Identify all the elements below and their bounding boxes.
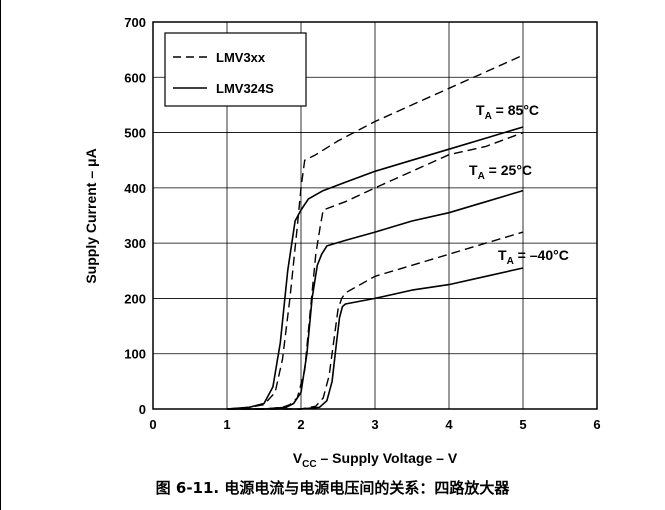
legend: LMV3xx LMV324S: [164, 32, 307, 107]
plot-frame: [152, 21, 598, 410]
series-line-lmv3xx-85-c: [226, 54, 524, 410]
x-tick-labels: 0 1 2 3 4 5 6: [149, 417, 600, 432]
x-tick-label: 0: [149, 417, 156, 432]
x-tick-label: 3: [371, 417, 378, 432]
annotation-85c: TA = 85°C: [476, 102, 539, 122]
y-tick-label: 600: [124, 70, 146, 85]
y-tick-label: 700: [124, 15, 146, 30]
y-tick-labels: 0 100 200 300 400 500 600 700: [124, 15, 146, 417]
x-tick-label: 5: [519, 417, 526, 432]
y-axis-label: Supply Current – μA: [83, 148, 99, 283]
legend-box: [164, 32, 307, 107]
figure-caption: 图 6-11. 电源电流与电源电压间的关系：四路放大器: [155, 479, 510, 497]
series-layer: [226, 54, 524, 410]
x-tick-label: 2: [297, 417, 304, 432]
y-tick-label: 500: [124, 126, 146, 141]
series-line-lmv3xx-25-c: [227, 131, 524, 410]
legend-label-lmv324s: LMV324S: [216, 81, 274, 96]
x-tick-label: 6: [593, 417, 600, 432]
series-line-lmv324s-85-c: [226, 126, 524, 410]
y-tick-label: 200: [124, 291, 146, 306]
annotation-25c: TA = 25°C: [469, 162, 532, 182]
x-tick-label: 4: [445, 417, 453, 432]
y-tick-label: 400: [124, 181, 146, 196]
x-tick-label: 1: [223, 417, 230, 432]
legend-label-lmv3xx: LMV3xx: [216, 50, 266, 65]
series-line-lmv324s-25-c: [227, 189, 524, 410]
series-line-lmv3xx-40-c: [227, 231, 524, 410]
x-axis-label: VCC – Supply Voltage – V: [293, 450, 458, 470]
y-tick-label: 100: [124, 347, 146, 362]
y-tick-label: 300: [124, 236, 146, 251]
series-line-lmv324s-40-c: [227, 267, 524, 410]
y-tick-label: 0: [139, 402, 146, 417]
annotation-minus40c: TA = –40°C: [498, 247, 569, 267]
